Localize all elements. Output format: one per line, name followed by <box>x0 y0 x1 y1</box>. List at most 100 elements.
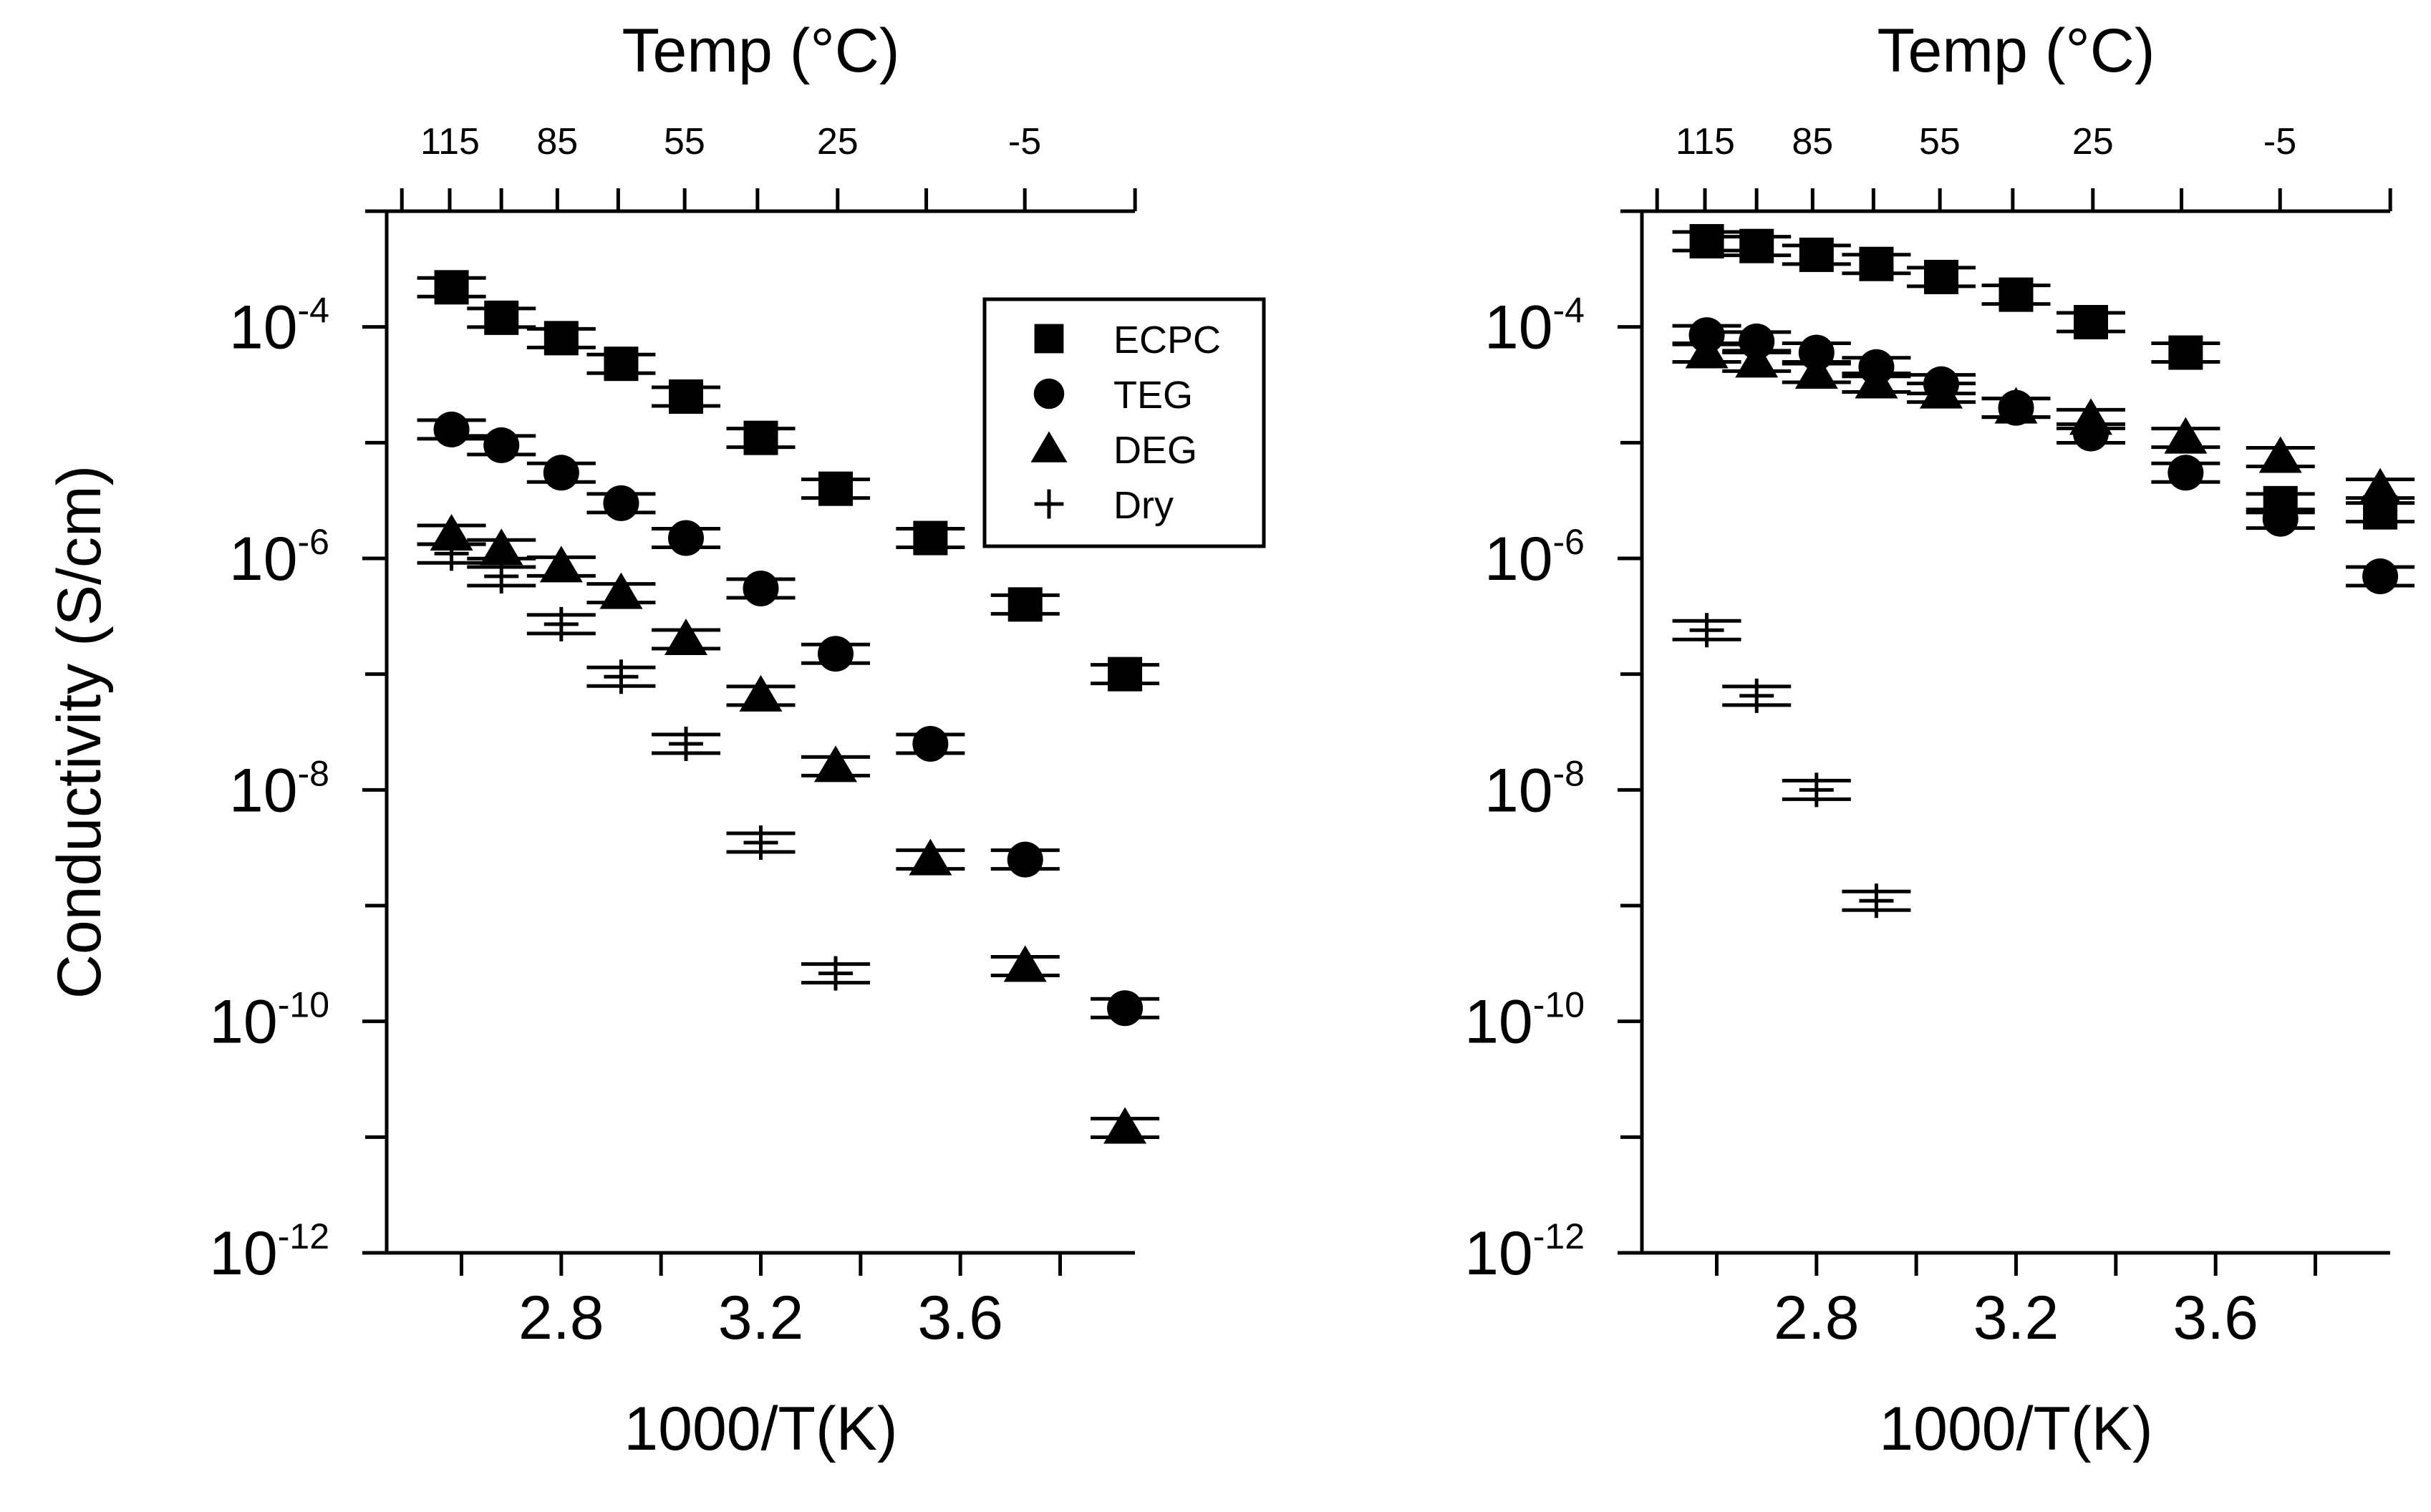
data-point <box>1091 656 1160 692</box>
x-tick-label: 2.8 <box>518 1284 604 1352</box>
y-tick-exponent: -4 <box>1553 291 1585 331</box>
triangle-marker <box>1920 372 1963 409</box>
y-tick-label: 10-12 <box>1464 1216 1585 1288</box>
top-tick-label: 55 <box>1919 121 1961 163</box>
data-point <box>2246 500 2315 537</box>
data-point <box>417 270 486 305</box>
data-point <box>2057 398 2125 435</box>
series-dry <box>1672 613 1911 919</box>
circle-marker <box>818 636 854 672</box>
data-point <box>1722 341 1792 378</box>
square-marker <box>818 471 853 506</box>
data-point <box>467 427 536 463</box>
circle-marker <box>603 485 639 521</box>
y-tick-exponent: -10 <box>1533 985 1585 1025</box>
legend-box <box>982 297 1266 548</box>
data-point <box>1672 613 1741 648</box>
top-tick-label: 85 <box>536 121 578 163</box>
series-ecpc <box>1672 223 2415 530</box>
triangle-marker <box>2164 417 2208 454</box>
data-point <box>2346 467 2415 505</box>
top-tick-label: 25 <box>2072 121 2114 163</box>
legend-label: Dry <box>1113 484 1174 527</box>
series-deg <box>1672 331 2415 505</box>
data-point <box>801 636 870 672</box>
data-point <box>990 945 1060 982</box>
data-point <box>990 841 1060 878</box>
y-tick-base: 10 <box>1484 525 1553 593</box>
y-tick-label: 10-12 <box>209 1216 329 1288</box>
circle-marker <box>912 725 949 762</box>
y-tick-base: 10 <box>209 988 278 1057</box>
series-teg <box>417 411 1160 1027</box>
data-point <box>652 726 720 761</box>
data-point <box>1981 387 2051 424</box>
data-point <box>417 536 486 571</box>
y-axis-title: Conductivity (S/cm) <box>45 465 114 999</box>
y-tick-label: 10-10 <box>209 985 329 1057</box>
circle-marker <box>433 411 470 447</box>
circle-marker <box>2362 558 2399 595</box>
y-tick-base: 10 <box>229 756 298 825</box>
legend-label: ECPC <box>1113 319 1221 362</box>
x-tick-label: 3.2 <box>1973 1284 2059 1352</box>
triangle-marker <box>664 619 707 656</box>
triangle-marker <box>2258 436 2302 473</box>
data-point <box>526 455 596 491</box>
circle-marker <box>1007 841 1043 878</box>
triangle-marker <box>1030 431 1068 462</box>
data-point <box>896 725 965 762</box>
data-point <box>726 825 796 861</box>
triangle-marker <box>1994 387 2038 424</box>
data-point <box>2151 417 2220 454</box>
data-point <box>467 559 536 594</box>
data-point <box>1672 223 1741 258</box>
y-tick-exponent: -12 <box>278 1216 329 1256</box>
y-tick-exponent: -12 <box>1533 1216 1585 1256</box>
triangle-marker <box>1003 945 1047 982</box>
top-tick-label: 55 <box>664 121 705 163</box>
square-marker <box>1108 656 1143 692</box>
data-point <box>1722 228 1792 263</box>
square-marker <box>669 379 703 414</box>
triangle-marker <box>1685 331 1729 369</box>
square-marker <box>484 300 519 335</box>
data-point <box>2057 304 2125 339</box>
data-point <box>526 321 596 356</box>
data-point <box>467 300 536 335</box>
y-tick-label: 10-4 <box>1484 291 1585 362</box>
data-point <box>2246 436 2315 473</box>
legend-label: DEG <box>1113 429 1197 472</box>
data-point <box>526 606 596 641</box>
y-tick-label: 10-4 <box>229 291 329 362</box>
data-point <box>586 572 656 609</box>
data-point <box>652 619 720 656</box>
y-tick-base: 10 <box>1484 294 1553 362</box>
circle-marker <box>743 570 779 606</box>
data-point <box>586 485 656 521</box>
square-marker <box>543 321 579 356</box>
y-tick-exponent: -8 <box>298 753 329 793</box>
data-point <box>1672 331 1741 369</box>
y-tick-base: 10 <box>229 294 298 362</box>
data-point <box>1091 990 1160 1027</box>
triangle-marker <box>1103 1107 1147 1144</box>
top-tick-label: 25 <box>817 121 859 163</box>
circle-marker <box>668 520 704 556</box>
square-marker <box>1799 237 1834 272</box>
series-dry <box>417 536 870 991</box>
triangle-marker <box>480 528 523 566</box>
top-axis-title: Temp (°C) <box>1877 16 2155 85</box>
y-tick-exponent: -4 <box>298 291 329 331</box>
triangle-marker <box>1794 352 1838 389</box>
square-marker <box>1859 246 1894 281</box>
triangle-marker <box>599 572 643 609</box>
x-tick-label: 3.2 <box>718 1284 804 1352</box>
y-tick-exponent: -8 <box>1553 753 1585 793</box>
square-marker <box>1999 277 2034 312</box>
series-ecpc <box>417 270 1160 692</box>
data-point <box>586 346 656 382</box>
